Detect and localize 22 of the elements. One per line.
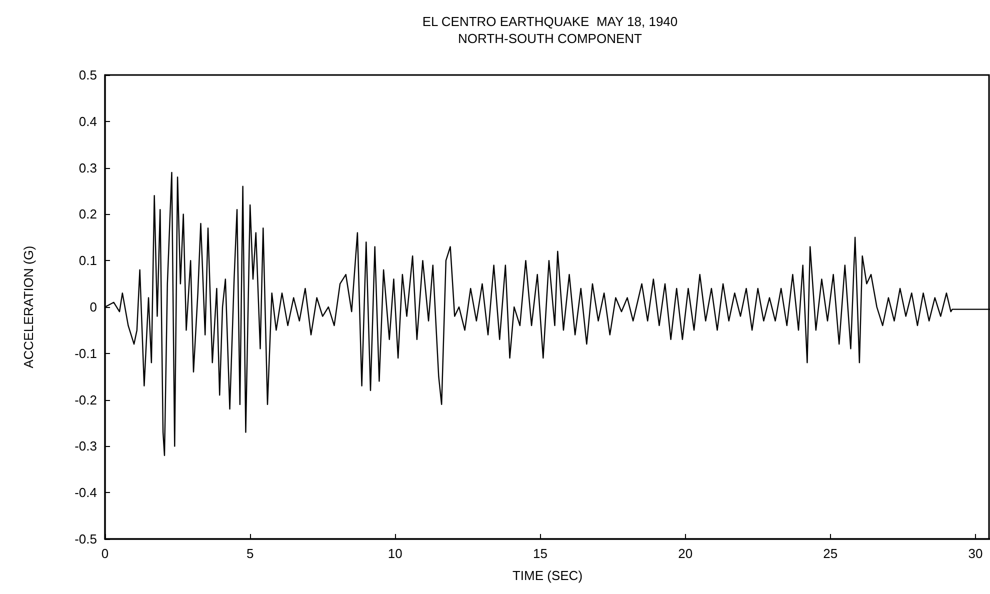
x-tick-label: 15 xyxy=(533,546,548,561)
x-tick-label: 20 xyxy=(678,546,693,561)
x-tick-label: 0 xyxy=(101,546,109,561)
y-tick-label: 0.1 xyxy=(78,253,97,268)
x-tick-label: 10 xyxy=(388,546,402,561)
y-tick-label: 0.5 xyxy=(78,68,97,82)
x-tick-label: 30 xyxy=(968,546,983,561)
y-axis-title: ACCELERATION (G) xyxy=(21,246,36,368)
x-tick-label: 5 xyxy=(246,546,254,561)
y-tick-label: 0.3 xyxy=(78,160,97,176)
y-tick-label: -0.4 xyxy=(74,485,97,500)
y-tick-label: 0 xyxy=(90,300,97,314)
chart-title: EL CENTRO EARTHQUAKE MAY 18, 1940 xyxy=(422,14,678,29)
y-tick-label: 0.4 xyxy=(78,114,97,129)
y-tick-label: 0.2 xyxy=(78,206,97,222)
x-axis-title: TIME (SEC) xyxy=(512,568,583,583)
y-tick-label: -0.1 xyxy=(74,346,97,361)
y-tick-label: -0.2 xyxy=(74,392,97,408)
y-tick-label: -0.5 xyxy=(74,532,97,546)
y-tick-label: -0.3 xyxy=(74,438,97,454)
x-tick-label: 25 xyxy=(823,546,838,561)
chart-subtitle: NORTH-SOUTH COMPONENT xyxy=(458,31,642,46)
